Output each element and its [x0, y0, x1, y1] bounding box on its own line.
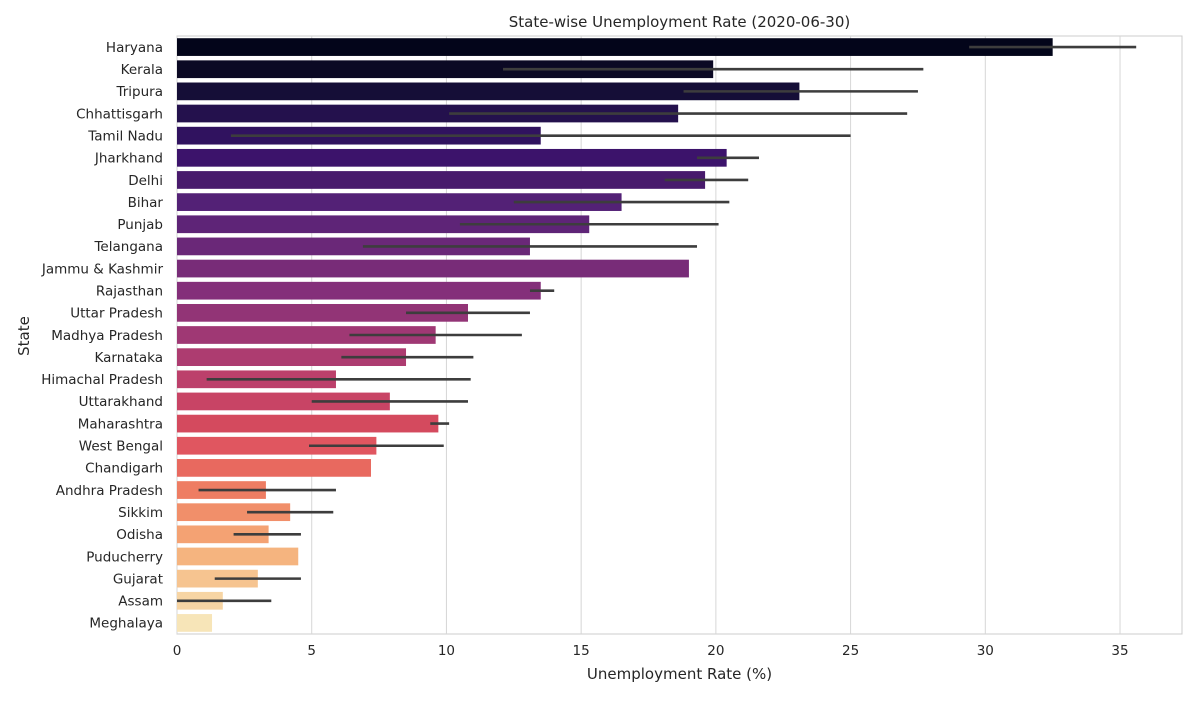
bar — [177, 326, 436, 344]
bar — [177, 215, 590, 234]
bar — [177, 436, 377, 455]
state-label: Meghalaya — [89, 616, 163, 632]
bar — [177, 38, 1053, 56]
state-label: Uttarakhand — [79, 394, 163, 410]
state-label: West Bengal — [79, 439, 163, 455]
state-label: Karnataka — [95, 350, 163, 366]
state-label: Kerala — [121, 62, 163, 78]
bar — [177, 281, 541, 300]
state-label: Tamil Nadu — [87, 128, 163, 144]
state-label: Telangana — [93, 239, 163, 255]
bar — [177, 259, 689, 278]
bar — [177, 414, 439, 433]
x-tick-labels: 0 5 10 15 20 25 30 35 — [173, 643, 1129, 659]
x-tick-label: 20 — [707, 643, 724, 659]
y-axis-title: State — [15, 316, 33, 356]
bar — [177, 547, 299, 566]
error-bars — [177, 45, 1137, 603]
state-label: Tripura — [115, 84, 163, 100]
chart-title: State-wise Unemployment Rate (2020-06-30… — [509, 13, 850, 31]
x-tick-label: 15 — [573, 643, 590, 659]
state-label: Jammu & Kashmir — [41, 261, 164, 277]
bar — [177, 459, 371, 477]
bar — [177, 171, 706, 189]
x-tick-label: 10 — [438, 643, 455, 659]
state-label: Jharkhand — [94, 151, 163, 167]
state-label: Gujarat — [113, 571, 163, 587]
state-labels: Haryana Kerala Tripura Chhattisgarh Tamil Na… — [41, 40, 164, 632]
state-label: Puducherry — [86, 549, 163, 565]
bar — [177, 82, 800, 101]
x-tick-label: 35 — [1111, 643, 1128, 659]
state-label: Chandigarh — [85, 461, 163, 477]
state-label: Andhra Pradesh — [56, 483, 163, 499]
x-tick-label: 5 — [307, 643, 316, 659]
state-label: Madhya Pradesh — [51, 328, 163, 344]
state-label: Odisha — [116, 527, 163, 543]
x-tick-label: 25 — [842, 643, 859, 659]
bar — [177, 392, 390, 411]
state-label: Maharashtra — [78, 416, 163, 432]
bar — [177, 303, 468, 322]
bar — [177, 614, 213, 632]
x-axis-title: Unemployment Rate (%) — [587, 665, 772, 683]
state-label: Rajasthan — [96, 284, 163, 300]
state-label: Bihar — [128, 195, 164, 211]
bars — [177, 38, 1053, 632]
x-tick-label: 0 — [173, 643, 182, 659]
x-tick-label: 30 — [977, 643, 994, 659]
state-label: Himachal Pradesh — [41, 372, 163, 388]
bar — [177, 525, 269, 544]
state-label: Assam — [118, 594, 163, 610]
state-label: Delhi — [128, 173, 163, 189]
bar — [177, 104, 679, 123]
state-label: Punjab — [117, 217, 163, 233]
state-label: Uttar Pradesh — [70, 306, 163, 322]
bar — [177, 193, 622, 211]
bar — [177, 237, 530, 256]
bar — [177, 60, 714, 79]
state-label: Haryana — [106, 40, 163, 56]
bar — [177, 348, 407, 367]
state-label: Sikkim — [118, 505, 163, 521]
state-label: Chhattisgarh — [76, 106, 163, 122]
bar — [177, 503, 291, 522]
bar — [177, 148, 727, 167]
